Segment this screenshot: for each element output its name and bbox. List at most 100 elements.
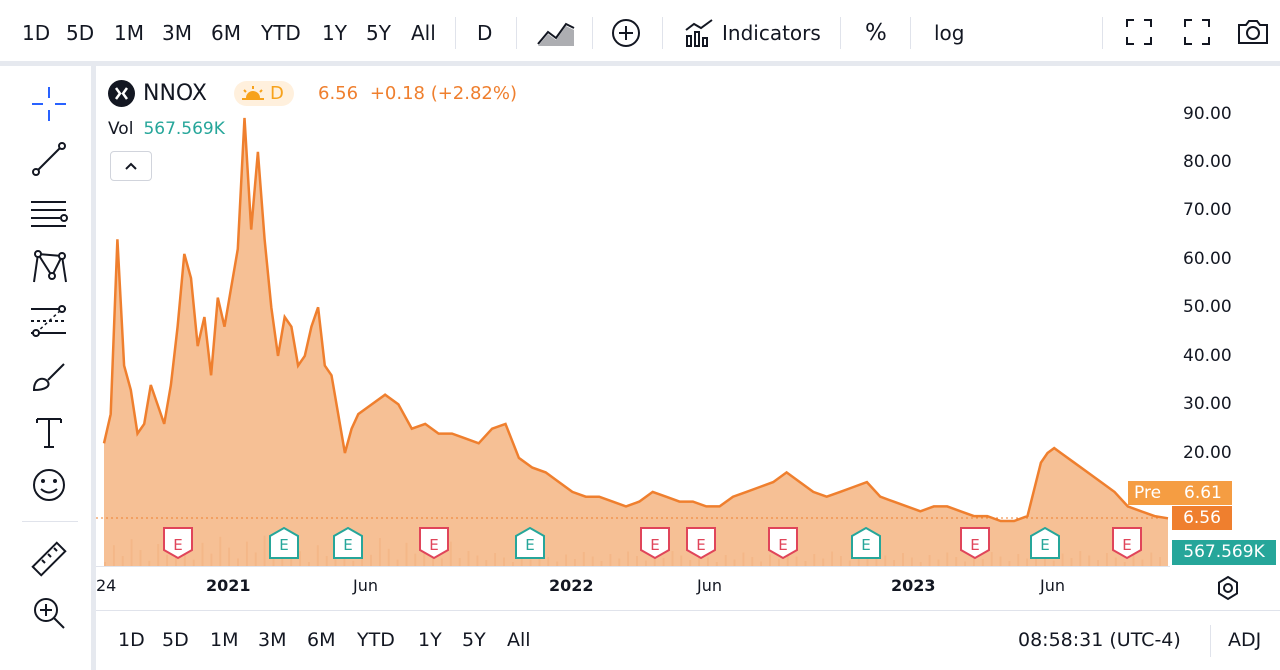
symbol-name[interactable]: NNOX <box>143 81 207 106</box>
earnings-marker-shape <box>640 527 670 560</box>
toolbar-divider <box>455 17 456 49</box>
price-axis-label: 50.00 <box>1183 297 1232 317</box>
earnings-marker-shape <box>960 527 990 560</box>
range-3m[interactable]: 3M <box>258 629 287 651</box>
interval-3m[interactable]: 3M <box>162 21 192 45</box>
earnings-marker-label: E <box>429 536 438 554</box>
earnings-marker-shape <box>851 526 881 559</box>
emoji-icon[interactable] <box>28 464 70 506</box>
toolbar-divider <box>910 17 911 49</box>
toolbar-divider <box>1102 17 1103 49</box>
time-axis-label: Jun <box>353 576 378 595</box>
chart-type-icon[interactable] <box>536 18 576 48</box>
time-axis-label: Jun <box>697 576 722 595</box>
earnings-marker: E <box>851 526 881 559</box>
session-label: D <box>270 83 284 104</box>
earnings-marker: E <box>163 527 193 560</box>
earnings-marker-label: E <box>970 536 979 554</box>
top-toolbar: 1D 5D 1M 3M 6M YTD 1Y 5Y All D Indicator… <box>0 0 1280 66</box>
earnings-marker-shape <box>1112 527 1142 560</box>
premarket-value: 6.61 <box>1184 483 1222 503</box>
interval-5y[interactable]: 5Y <box>366 21 391 45</box>
ruler-icon[interactable] <box>28 538 70 580</box>
timezone-clock[interactable]: 08:58:31 (UTC-4) <box>1018 629 1181 651</box>
earnings-marker-shape <box>515 526 545 559</box>
horizontal-lines-icon[interactable] <box>28 192 70 234</box>
time-axis-label: 2022 <box>549 576 594 595</box>
range-6m[interactable]: 6M <box>307 629 336 651</box>
time-axis-label: 2023 <box>891 576 936 595</box>
indicators-icon[interactable] <box>684 18 714 48</box>
earnings-marker-label: E <box>343 536 352 554</box>
zoom-in-icon[interactable] <box>28 592 70 634</box>
earnings-marker: E <box>1112 527 1142 560</box>
earnings-marker-shape <box>269 526 299 559</box>
price-axis-label: 80.00 <box>1183 152 1232 172</box>
earnings-marker: E <box>1030 526 1060 559</box>
time-axis-label: 2021 <box>206 576 251 595</box>
interval-5d[interactable]: 5D <box>66 21 95 45</box>
range-5d[interactable]: 5D <box>162 629 189 651</box>
crosshair-icon[interactable] <box>28 83 70 125</box>
bottom-range-bar: 1D 5D 1M 3M 6M YTD 1Y 5Y All 08:58:31 (U… <box>96 610 1280 670</box>
earnings-marker-label: E <box>696 536 705 554</box>
interval-6m[interactable]: 6M <box>211 21 241 45</box>
toolbar-divider <box>22 521 78 522</box>
interval-ytd[interactable]: YTD <box>261 21 301 45</box>
bottom-divider <box>1210 625 1211 657</box>
camera-icon[interactable] <box>1236 18 1270 46</box>
compare-add-icon[interactable] <box>611 18 641 48</box>
range-1m[interactable]: 1M <box>210 629 239 651</box>
range-ytd[interactable]: YTD <box>357 629 395 651</box>
toolbar-divider <box>516 17 517 49</box>
interval-1y[interactable]: 1Y <box>322 21 347 45</box>
price-axis-label: 30.00 <box>1183 394 1232 414</box>
symbol-logo <box>108 80 135 107</box>
interval-1d[interactable]: 1D <box>22 21 51 45</box>
fib-icon[interactable] <box>28 301 70 343</box>
toolbar-divider <box>662 17 663 49</box>
collapse-legend-button[interactable] <box>110 151 152 181</box>
range-5y[interactable]: 5Y <box>462 629 486 651</box>
price-axis-label: 90.00 <box>1183 104 1232 124</box>
volume-label: Vol <box>108 119 134 139</box>
interval-all[interactable]: All <box>411 21 436 45</box>
earnings-marker: E <box>515 526 545 559</box>
price-change: +0.18 (+2.82%) <box>369 83 518 104</box>
range-1y[interactable]: 1Y <box>418 629 442 651</box>
adj-toggle[interactable]: ADJ <box>1228 629 1262 651</box>
resolution-button[interactable]: D <box>477 21 493 45</box>
earnings-marker-shape <box>1030 526 1060 559</box>
earnings-marker-shape <box>163 527 193 560</box>
interval-1m[interactable]: 1M <box>114 21 144 45</box>
log-scale-button[interactable]: log <box>934 21 965 45</box>
text-icon[interactable] <box>28 411 70 453</box>
range-all[interactable]: All <box>507 629 531 651</box>
select-region-icon[interactable] <box>1125 18 1153 46</box>
premarket-price-tag: Pre 6.61 <box>1128 481 1232 505</box>
range-1d[interactable]: 1D <box>118 629 145 651</box>
pattern-icon[interactable] <box>28 246 70 288</box>
toolbar-divider <box>592 17 593 49</box>
session-badge[interactable]: D <box>234 81 294 106</box>
earnings-marker: E <box>333 526 363 559</box>
time-axis-label: Jun <box>1040 576 1065 595</box>
price-axis-label: 40.00 <box>1183 346 1232 366</box>
drawing-toolbar <box>0 66 96 670</box>
volume-value: 567.569K <box>143 119 225 139</box>
earnings-marker-label: E <box>861 536 870 554</box>
chevron-up-icon <box>125 162 137 170</box>
brush-icon[interactable] <box>28 356 70 398</box>
sunrise-icon <box>242 86 264 100</box>
percent-scale-button[interactable]: % <box>865 20 887 46</box>
fullscreen-icon[interactable] <box>1183 18 1211 46</box>
earnings-marker-shape <box>686 527 716 560</box>
chart-settings-icon[interactable] <box>1215 575 1241 601</box>
toolbar-divider <box>840 17 841 49</box>
earnings-marker-label: E <box>173 536 182 554</box>
trend-line-icon[interactable] <box>28 138 70 180</box>
indicators-button[interactable]: Indicators <box>722 21 821 45</box>
last-price: 6.56 <box>318 83 359 104</box>
